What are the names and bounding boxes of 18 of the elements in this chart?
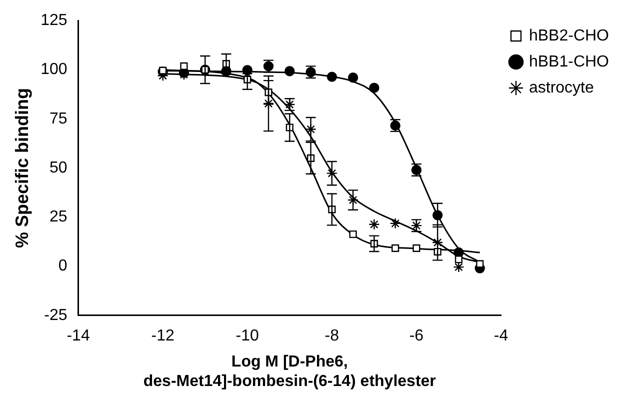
legend-label: hBB1-CHO: [528, 53, 610, 70]
x-tick-label: -10: [236, 327, 260, 344]
x-tick-label: -8: [324, 327, 340, 344]
y-tick-label: -25: [44, 306, 68, 324]
legend-label: astrocyte: [528, 79, 594, 96]
x-tick-label: -12: [151, 327, 174, 344]
y-tick-label: 50: [50, 159, 68, 176]
x-tick-label: -4: [494, 327, 508, 344]
y-tick-label: 25: [50, 208, 68, 226]
x-tick-label: -14: [66, 327, 90, 344]
y-tick-label: 0: [58, 258, 68, 275]
x-tick-label: -6: [409, 327, 424, 344]
y-tick-label: 125: [40, 12, 68, 30]
y-tick-label: 75: [50, 110, 68, 128]
y-tick-label: 100: [40, 61, 68, 78]
legend-label: hBB2-CHO: [528, 27, 610, 44]
x-axis-title: Log M [D-Phe6, des-Met14]-bombesin-(6-14) ethylester: [143, 354, 436, 390]
y-axis-title: % Specific binding: [12, 88, 32, 248]
